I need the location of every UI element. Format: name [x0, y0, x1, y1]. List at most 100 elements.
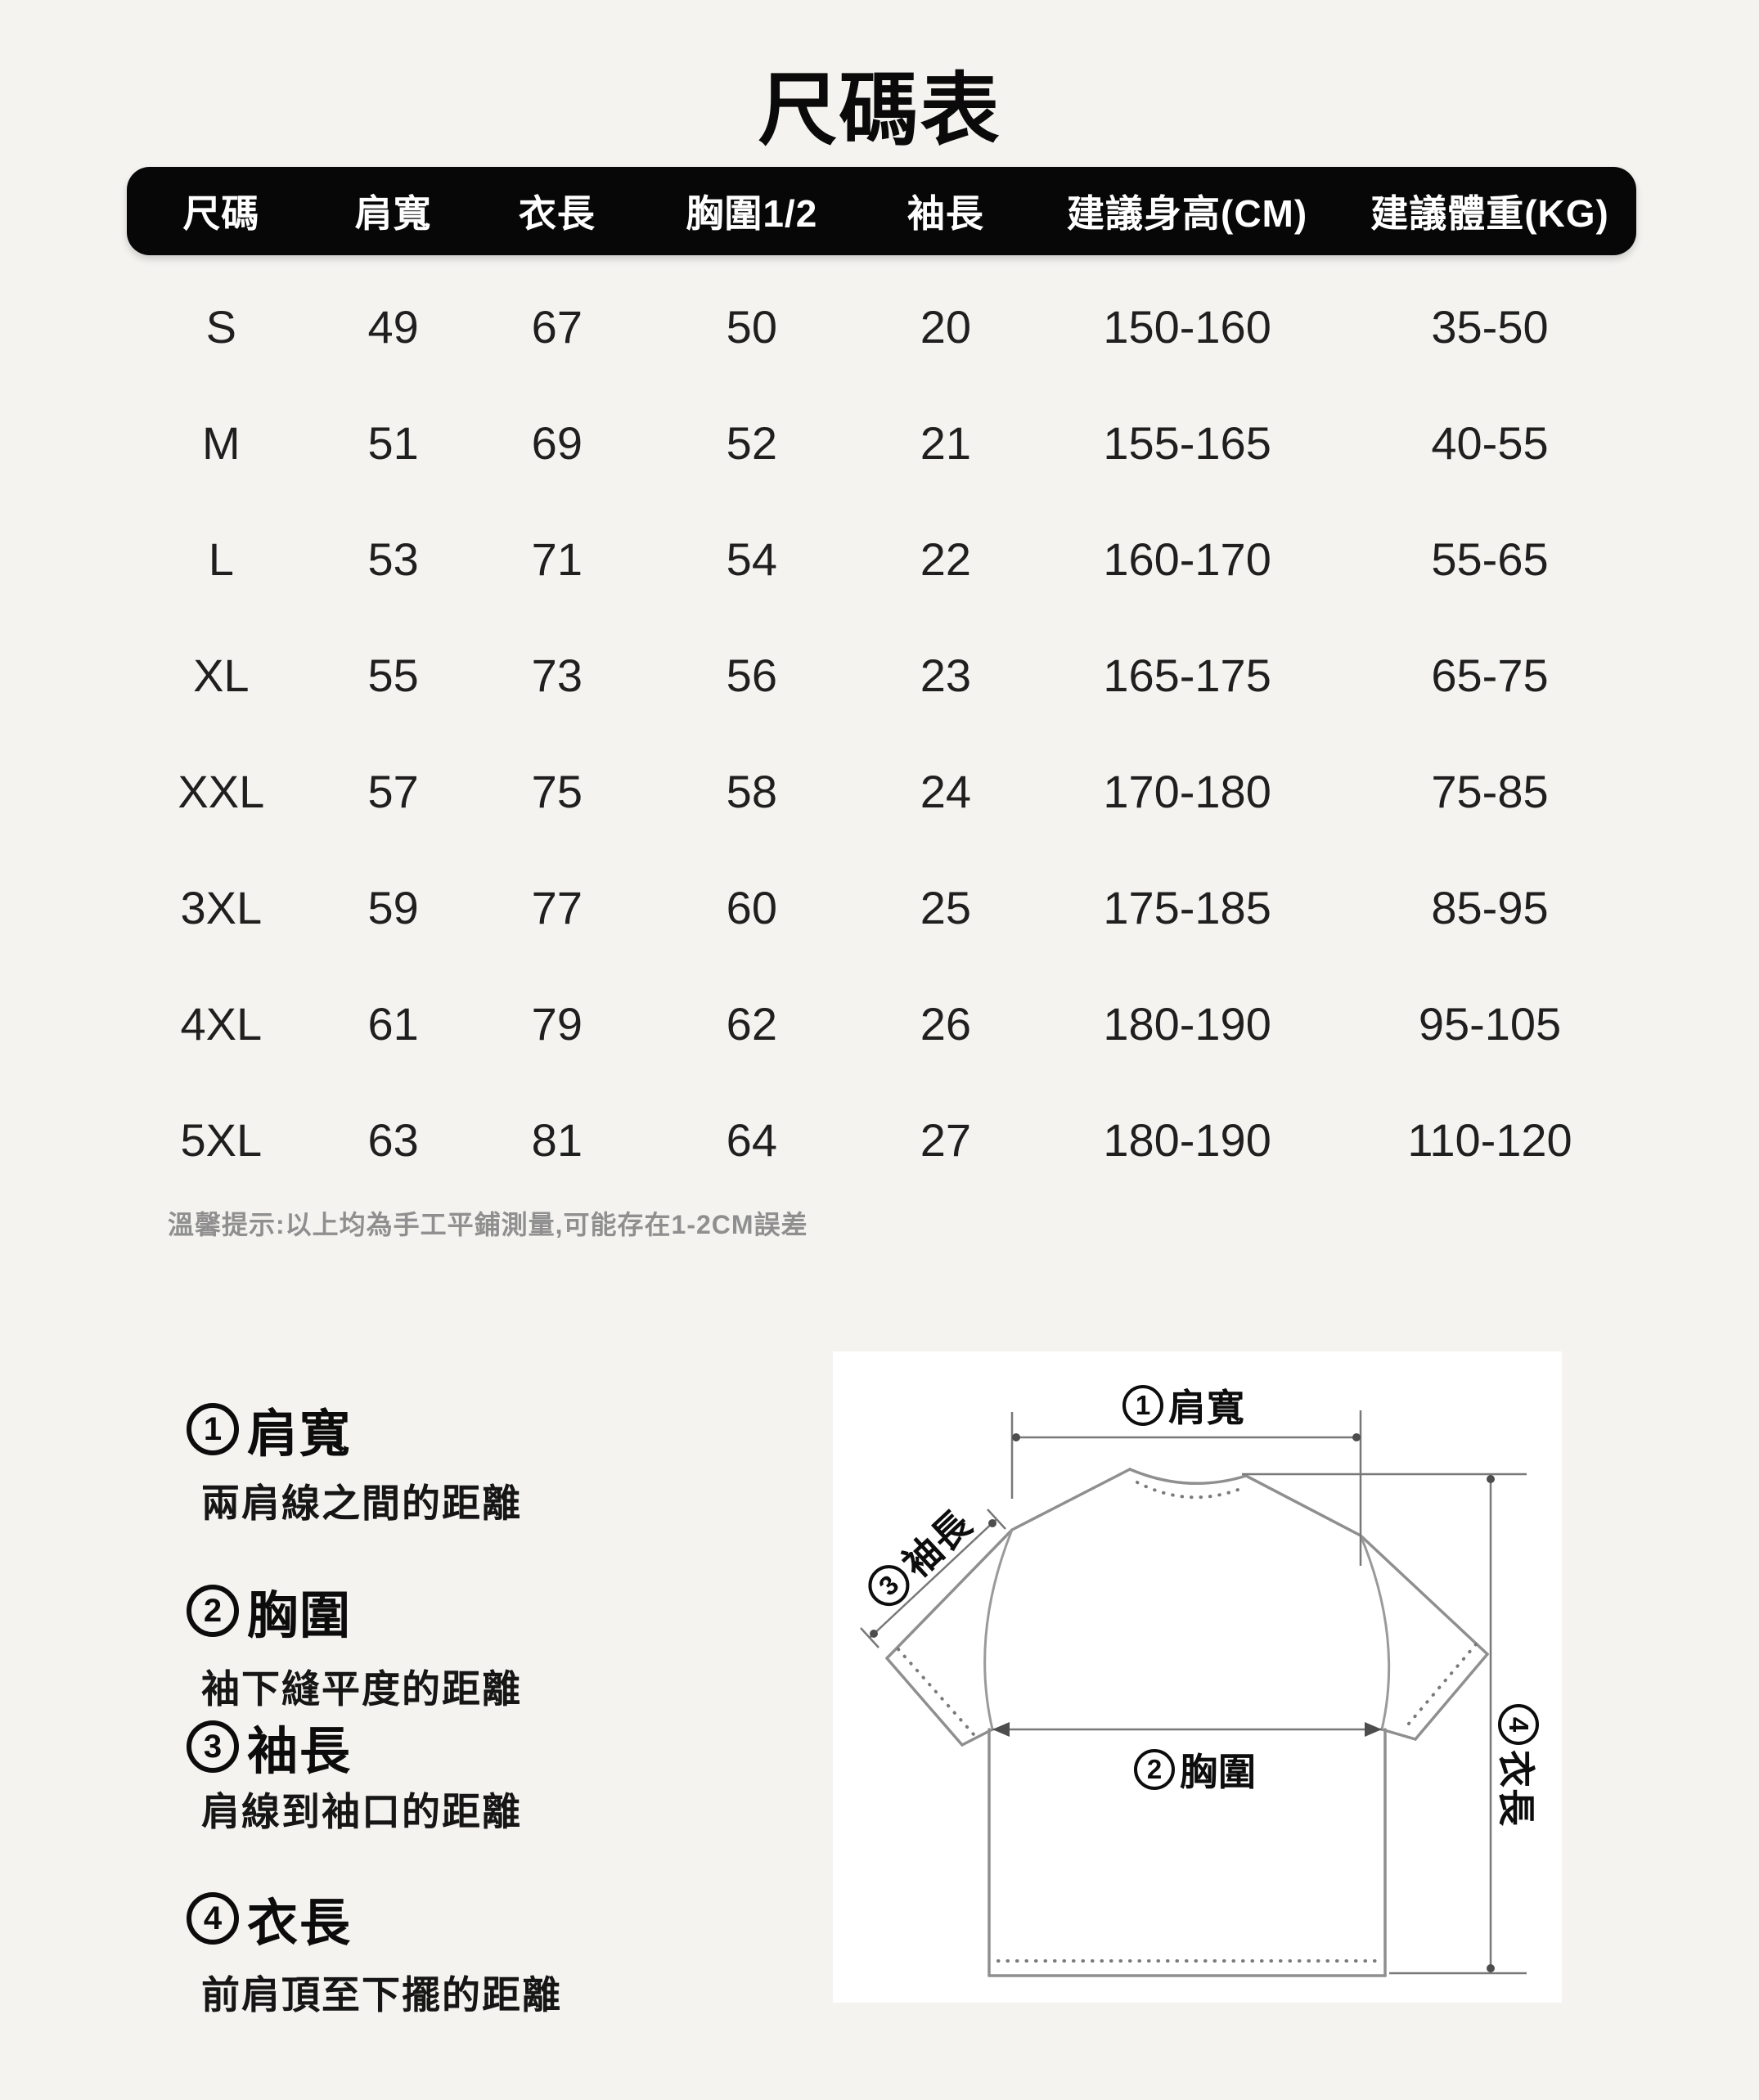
armhole-seams — [983, 1529, 1391, 1730]
definition-chest-heading: 2 胸圍 — [187, 1574, 352, 1648]
cell-value: 63 — [367, 1113, 419, 1166]
table-row: L 53 71 54 22 160-170 55-65 — [127, 501, 1636, 617]
stitching-dotted-lines — [897, 1481, 1478, 1963]
cell-value: 155-165 — [1103, 416, 1271, 469]
definition-shoulder-heading: 1 肩寬 — [187, 1392, 352, 1466]
cell-value: 55 — [367, 649, 419, 701]
cell-value: 64 — [726, 1113, 777, 1166]
measurement-note: 溫馨提示:以上均為手工平鋪測量,可能存在1-2CM誤差 — [168, 1210, 808, 1239]
cell-value: 26 — [920, 997, 972, 1050]
page-title: 尺碼表 — [758, 65, 1001, 155]
cell-value: 53 — [367, 533, 419, 585]
cell-value: 22 — [920, 533, 972, 585]
diagram-label-length: 4 衣長 — [1491, 1704, 1545, 1827]
cell-value: 180-190 — [1103, 1113, 1271, 1166]
cell-value: 60 — [726, 881, 777, 933]
definition-length-heading: 4 衣長 — [187, 1882, 352, 1955]
column-header-chest: 胸圍1/2 — [686, 192, 818, 235]
cell-value: 49 — [367, 300, 419, 353]
cell-value: 25 — [920, 881, 972, 933]
diagram-label-text: 衣長 — [1495, 1750, 1537, 1827]
cell-value: 61 — [367, 997, 419, 1050]
cell-value: 67 — [531, 300, 583, 353]
column-header-height: 建議身高(CM) — [1067, 192, 1308, 235]
diagram-label-chest: 2 胸圍 — [1134, 1743, 1257, 1796]
table-body: S 49 67 50 20 150-160 35-50 M 51 69 52 2… — [127, 255, 1636, 1198]
table-row: 5XL 63 81 64 27 180-190 110-120 — [127, 1081, 1636, 1198]
cell-value: 110-120 — [1407, 1113, 1572, 1166]
cell-value: 20 — [920, 300, 972, 353]
cell-value: 65-75 — [1431, 649, 1549, 701]
cell-value: 35-50 — [1431, 300, 1549, 353]
diagram-label-text: 胸圍 — [1180, 1751, 1257, 1793]
circled-number-4: 4 — [1498, 1704, 1539, 1745]
cell-value: 24 — [920, 765, 972, 817]
cell-value: 40-55 — [1431, 416, 1549, 469]
cell-size: 3XL — [180, 881, 263, 933]
cell-value: 27 — [920, 1113, 972, 1166]
diagram-label-shoulder: 1 肩寬 — [1122, 1378, 1245, 1432]
tshirt-diagram-drawing — [860, 1410, 1527, 1977]
definition-length-desc: 前肩頂至下擺的距離 — [201, 1973, 562, 2017]
cell-value: 56 — [726, 649, 777, 701]
cell-value: 62 — [726, 997, 777, 1050]
cell-value: 55-65 — [1431, 533, 1549, 585]
table-row: M 51 69 52 21 155-165 40-55 — [127, 384, 1636, 501]
cell-value: 180-190 — [1103, 997, 1271, 1050]
cell-value: 75-85 — [1431, 765, 1549, 817]
circled-number-3: 3 — [187, 1720, 239, 1773]
cell-value: 54 — [726, 533, 777, 585]
circled-number-4: 4 — [187, 1892, 239, 1945]
circled-number-2: 2 — [187, 1585, 239, 1637]
definition-term: 肩寬 — [247, 1406, 353, 1463]
tshirt-measurement-diagram: 1 肩寬 3 袖長 2 胸圍 4 衣長 — [833, 1351, 1562, 2003]
cell-value: 165-175 — [1103, 649, 1271, 701]
tshirt-outline — [885, 1468, 1489, 1977]
column-header-shoulder: 肩寬 — [354, 192, 432, 235]
definition-sleeve-desc: 肩線到袖口的距離 — [201, 1790, 522, 1833]
dimension-lines — [860, 1410, 1527, 1975]
table-row: 4XL 61 79 62 26 180-190 95-105 — [127, 965, 1636, 1081]
column-header-size: 尺碼 — [182, 192, 260, 235]
cell-size: 4XL — [180, 997, 263, 1050]
column-header-length: 衣長 — [518, 192, 596, 235]
cell-value: 71 — [531, 533, 583, 585]
cell-size: 5XL — [180, 1113, 263, 1166]
cell-value: 81 — [531, 1113, 583, 1166]
cell-value: 160-170 — [1103, 533, 1271, 585]
table-row: S 49 67 50 20 150-160 35-50 — [127, 268, 1636, 384]
table-header-bar: 尺碼 肩寬 衣長 胸圍1/2 袖長 建議身高(CM) 建議體重(KG) — [127, 167, 1636, 255]
cell-value: 23 — [920, 649, 972, 701]
definition-term: 衣長 — [247, 1895, 353, 1952]
cell-value: 150-160 — [1103, 300, 1271, 353]
cell-value: 69 — [531, 416, 583, 469]
cell-value: 57 — [367, 765, 419, 817]
cell-size: M — [201, 416, 241, 469]
cell-value: 75 — [531, 765, 583, 817]
dimension-end-markers — [870, 1433, 1495, 1972]
cell-value: 50 — [726, 300, 777, 353]
definition-shoulder-desc: 兩肩線之間的距離 — [201, 1482, 522, 1525]
cell-value: 79 — [531, 997, 583, 1050]
definition-term: 胸圍 — [247, 1588, 353, 1644]
definition-chest-desc: 袖下縫平度的距離 — [201, 1667, 522, 1711]
column-header-sleeve: 袖長 — [906, 192, 984, 235]
cell-value: 175-185 — [1103, 881, 1271, 933]
cell-value: 73 — [531, 649, 583, 701]
table-row: 3XL 59 77 60 25 175-185 85-95 — [127, 849, 1636, 965]
circled-number-2: 2 — [1134, 1749, 1175, 1790]
definition-sleeve-heading: 3 袖長 — [187, 1710, 352, 1783]
cell-value: 95-105 — [1418, 997, 1562, 1050]
cell-size: XXL — [178, 765, 265, 817]
circled-number-1: 1 — [1122, 1385, 1163, 1426]
table-row: XXL 57 75 58 24 170-180 75-85 — [127, 733, 1636, 849]
cell-value: 58 — [726, 765, 777, 817]
cell-value: 85-95 — [1431, 881, 1549, 933]
table-row: XL 55 73 56 23 165-175 65-75 — [127, 617, 1636, 733]
circled-number-1: 1 — [187, 1403, 239, 1455]
cell-value: 170-180 — [1103, 765, 1271, 817]
cell-size: L — [208, 533, 234, 585]
diagram-label-text: 肩寬 — [1168, 1387, 1245, 1429]
cell-size: XL — [193, 649, 250, 701]
